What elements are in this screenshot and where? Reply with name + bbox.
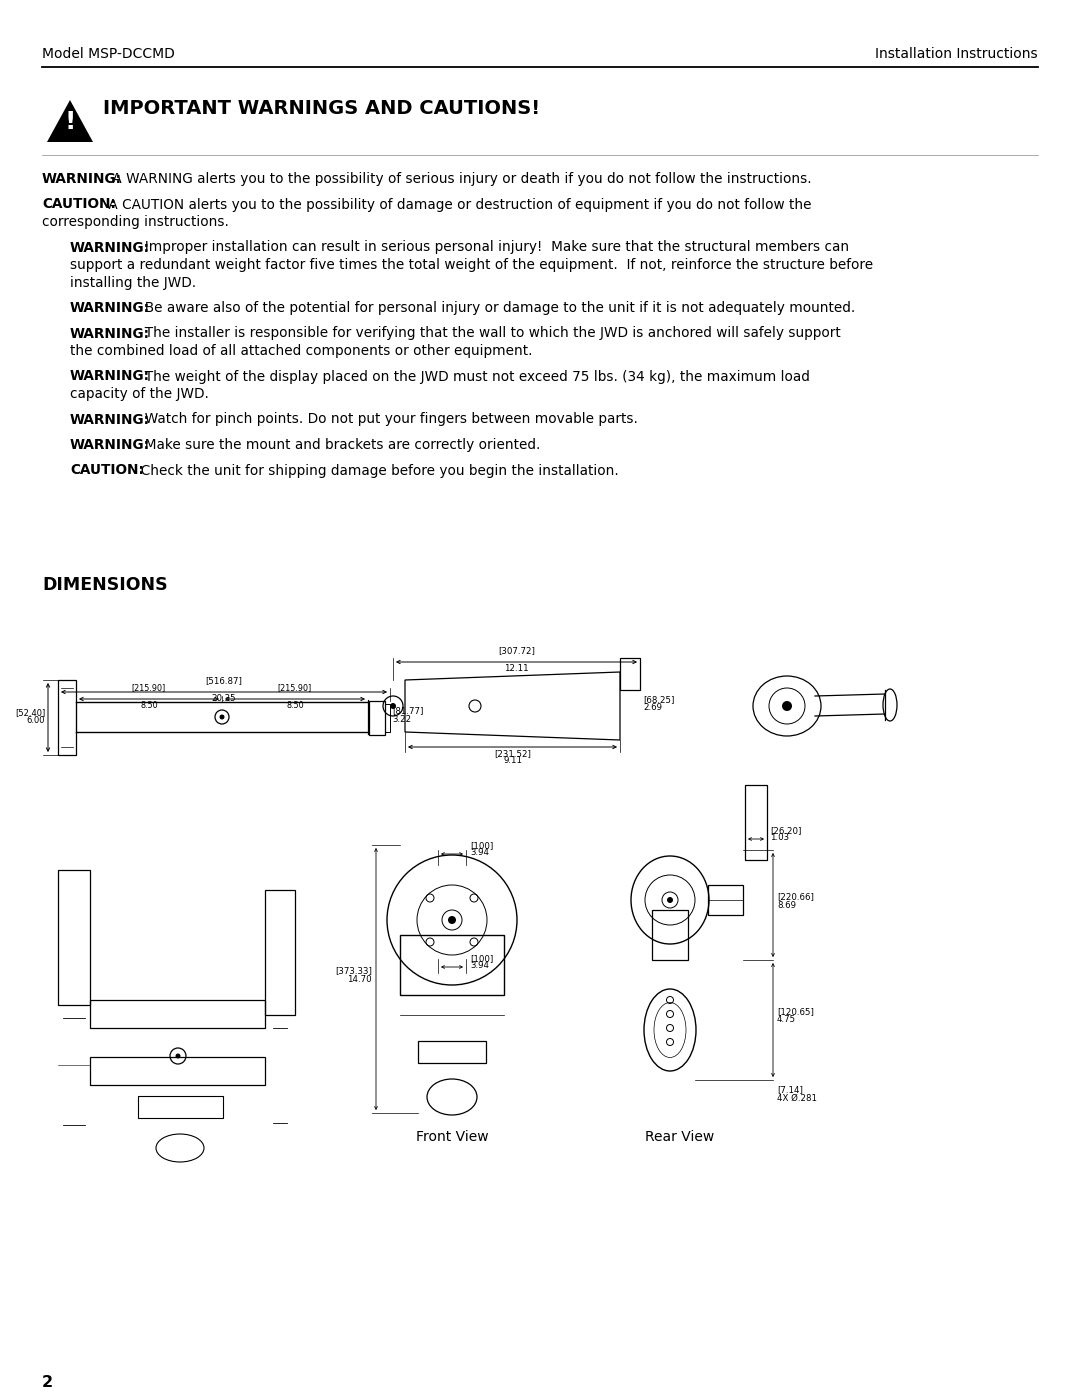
Text: !: !	[65, 110, 76, 134]
Text: support a redundant weight factor five times the total weight of the equipment. : support a redundant weight factor five t…	[70, 258, 873, 272]
Bar	[652, 909, 688, 960]
Text: CAUTION:: CAUTION:	[42, 197, 116, 211]
Text: [52.40]: [52.40]	[15, 708, 45, 717]
Bar	[418, 1041, 486, 1063]
Text: [100]: [100]	[470, 841, 494, 849]
Text: WARNING:: WARNING:	[70, 300, 150, 314]
Text: [307.72]: [307.72]	[498, 645, 535, 655]
Bar	[745, 785, 767, 861]
Bar	[265, 890, 295, 1016]
Text: corresponding instructions.: corresponding instructions.	[42, 215, 229, 229]
Circle shape	[782, 701, 792, 711]
Text: [516.87]: [516.87]	[205, 676, 242, 685]
Text: IMPORTANT WARNINGS AND CAUTIONS!: IMPORTANT WARNINGS AND CAUTIONS!	[103, 99, 540, 117]
Text: 6.00: 6.00	[27, 717, 45, 725]
Text: 9.11: 9.11	[503, 756, 522, 766]
Text: 3.22: 3.22	[392, 714, 411, 724]
Text: WARNING:: WARNING:	[70, 439, 150, 453]
Text: [373.33]: [373.33]	[335, 967, 372, 975]
Bar	[58, 870, 90, 1004]
Bar	[400, 935, 504, 995]
Text: [215.90]: [215.90]	[278, 683, 312, 692]
Polygon shape	[48, 101, 93, 142]
Circle shape	[667, 897, 673, 902]
Text: Rear View: Rear View	[646, 1130, 715, 1144]
Text: 8.50: 8.50	[286, 701, 303, 710]
Text: the combined load of all attached components or other equipment.: the combined load of all attached compon…	[70, 344, 532, 358]
Text: Model MSP-DCCMD: Model MSP-DCCMD	[42, 47, 175, 61]
Text: WARNING:: WARNING:	[70, 240, 150, 254]
Text: [215.90]: [215.90]	[132, 683, 166, 692]
Text: WARNING:: WARNING:	[70, 412, 150, 426]
Text: [231.52]: [231.52]	[494, 749, 531, 759]
Text: [68.25]: [68.25]	[643, 696, 674, 704]
Text: Watch for pinch points. Do not put your fingers between movable parts.: Watch for pinch points. Do not put your …	[136, 412, 638, 426]
Text: Front View: Front View	[416, 1130, 488, 1144]
Text: [220.66]: [220.66]	[777, 893, 814, 901]
Bar	[384, 704, 390, 732]
Text: Installation Instructions: Installation Instructions	[876, 47, 1038, 61]
Text: 2: 2	[42, 1375, 53, 1390]
Text: [26.20]: [26.20]	[770, 826, 801, 835]
Text: 1.03: 1.03	[770, 833, 789, 842]
Text: 4.75: 4.75	[777, 1016, 796, 1024]
Circle shape	[219, 714, 225, 719]
Text: 20.35: 20.35	[212, 694, 237, 703]
Text: Check the unit for shipping damage before you begin the installation.: Check the unit for shipping damage befor…	[132, 464, 619, 478]
Bar	[708, 886, 743, 915]
Text: A WARNING alerts you to the possibility of serious injury or death if you do not: A WARNING alerts you to the possibility …	[108, 172, 812, 186]
Bar	[90, 1000, 265, 1028]
Text: installing the JWD.: installing the JWD.	[70, 275, 197, 289]
Text: WARNING:: WARNING:	[70, 369, 150, 384]
Text: CAUTION:: CAUTION:	[70, 464, 144, 478]
Text: Make sure the mount and brackets are correctly oriented.: Make sure the mount and brackets are cor…	[136, 439, 540, 453]
Circle shape	[448, 916, 456, 923]
Text: 8.50: 8.50	[140, 701, 158, 710]
Text: 12.11: 12.11	[504, 664, 529, 673]
Text: 3.94: 3.94	[470, 961, 489, 970]
Text: 14.70: 14.70	[348, 975, 372, 983]
Text: Improper installation can result in serious personal injury!  Make sure that the: Improper installation can result in seri…	[136, 240, 849, 254]
Text: [7.14]: [7.14]	[777, 1085, 802, 1094]
Text: WARNING:: WARNING:	[70, 327, 150, 341]
Text: capacity of the JWD.: capacity of the JWD.	[70, 387, 208, 401]
Circle shape	[390, 703, 396, 710]
Text: 2.69: 2.69	[643, 704, 662, 712]
Bar	[369, 701, 384, 735]
Text: Be aware also of the potential for personal injury or damage to the unit if it i: Be aware also of the potential for perso…	[136, 300, 855, 314]
Text: [81.77]: [81.77]	[392, 707, 423, 715]
Text: 4X Ø.281: 4X Ø.281	[777, 1094, 816, 1102]
Text: WARNING:: WARNING:	[42, 172, 122, 186]
Circle shape	[175, 1053, 180, 1059]
Bar	[138, 1097, 222, 1118]
Text: [100]: [100]	[470, 954, 494, 963]
Text: The weight of the display placed on the JWD must not exceed 75 lbs. (34 kg), the: The weight of the display placed on the …	[136, 369, 810, 384]
Text: 8.69: 8.69	[777, 901, 796, 909]
Bar	[90, 1058, 265, 1085]
Text: 3.94: 3.94	[470, 848, 489, 856]
Text: A CAUTION alerts you to the possibility of damage or destruction of equipment if: A CAUTION alerts you to the possibility …	[104, 197, 811, 211]
Bar	[620, 658, 640, 690]
Text: DIMENSIONS: DIMENSIONS	[42, 576, 167, 594]
Text: The installer is responsible for verifying that the wall to which the JWD is anc: The installer is responsible for verifyi…	[136, 327, 840, 341]
Text: [120.65]: [120.65]	[777, 1007, 814, 1017]
Bar	[58, 680, 76, 754]
